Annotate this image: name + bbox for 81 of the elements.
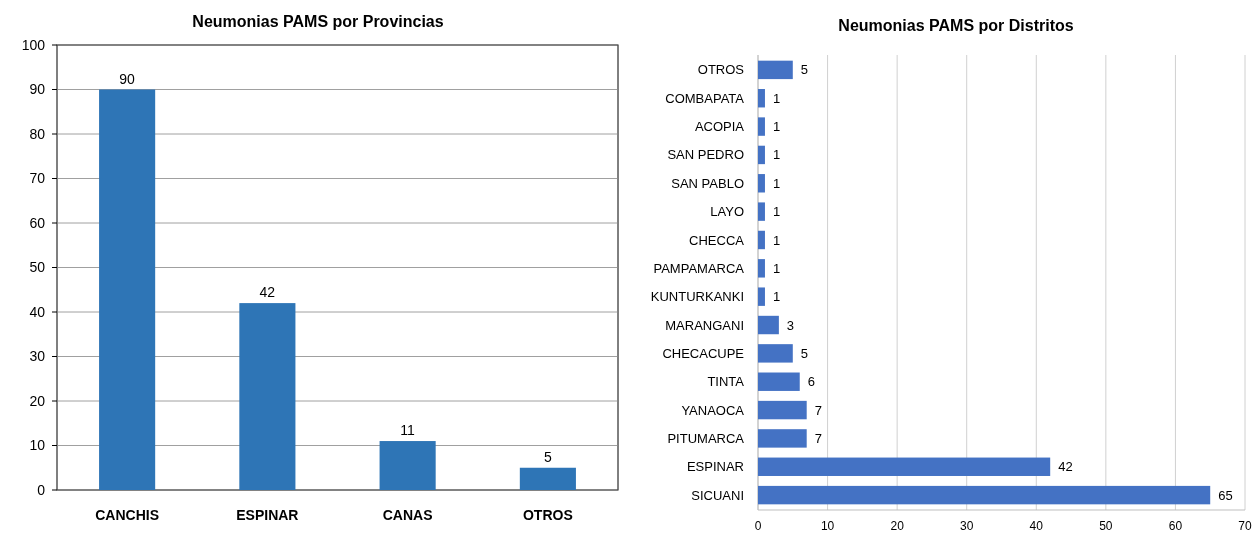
y-tick-label: ESPINAR [686, 459, 744, 475]
bar [758, 117, 765, 136]
y-tick-label: CHECCA [689, 232, 745, 248]
y-tick-label: 90 [29, 81, 46, 98]
bar [758, 457, 1051, 476]
y-tick-label: 80 [29, 125, 46, 142]
data-label: 1 [772, 119, 781, 135]
bar [758, 344, 793, 363]
data-label: 1 [772, 260, 781, 276]
bar [758, 315, 779, 335]
y-tick-label: MARANGANI [665, 317, 744, 333]
data-label: 90 [119, 70, 136, 87]
bar [758, 174, 765, 193]
x-tick-label: 30 [960, 519, 974, 533]
data-label: 3 [786, 317, 795, 333]
bar [239, 303, 296, 490]
chart-title: Neumonias PAMS por Distritos [838, 17, 1074, 34]
y-tick-label: SICUANI [691, 487, 744, 503]
data-label: 42 [1058, 459, 1073, 475]
y-tick-label: 70 [29, 170, 46, 187]
data-label: 5 [543, 448, 552, 465]
y-tick-label: PITUMARCA [667, 430, 745, 446]
data-label: 1 [772, 147, 781, 163]
data-label: 7 [814, 430, 822, 446]
x-tick-label: 70 [1238, 519, 1252, 533]
x-tick-label: 20 [890, 519, 905, 533]
y-tick-label: CHECACUPE [662, 345, 745, 361]
y-tick-label: OTROS [697, 62, 745, 78]
bar [758, 60, 793, 80]
data-label: 1 [772, 175, 781, 191]
y-tick-label: ACOPIA [694, 119, 745, 135]
y-tick-label: 50 [29, 259, 46, 276]
data-label: 1 [772, 90, 781, 106]
data-label: 6 [807, 374, 815, 390]
x-tick-label: OTROS [522, 507, 573, 523]
bar [758, 259, 765, 278]
x-tick-label: 50 [1099, 519, 1113, 533]
y-tick-label: 40 [29, 303, 46, 320]
y-tick-label: 60 [29, 214, 46, 231]
data-label: 7 [814, 402, 822, 418]
y-tick-label: COMBAPATA [665, 90, 745, 106]
chart-title: Neumonias PAMS por Provincias [192, 13, 444, 30]
x-tick-label: 60 [1168, 519, 1183, 533]
bar [758, 89, 765, 108]
y-tick-label: 10 [29, 437, 46, 454]
y-tick-label: YANAOCA [681, 402, 745, 418]
y-tick-label: 100 [21, 36, 46, 53]
bar [758, 145, 765, 165]
x-tick-label: CANCHIS [95, 507, 160, 523]
bar [758, 287, 765, 306]
data-label: 65 [1218, 487, 1233, 503]
bar [519, 467, 576, 490]
y-tick-label: KUNTURKANKI [650, 289, 744, 305]
bar [99, 89, 156, 490]
data-label: 11 [400, 422, 416, 439]
bar [758, 202, 765, 221]
data-label: 1 [772, 289, 781, 305]
x-tick-label: 40 [1029, 519, 1044, 533]
y-tick-label: LAYO [710, 204, 744, 220]
x-tick-label: CANAS [382, 507, 433, 523]
y-tick-label: SAN PABLO [671, 175, 744, 191]
x-tick-label: ESPINAR [236, 507, 299, 523]
x-tick-label: 0 [754, 519, 762, 533]
bar [758, 372, 800, 391]
data-label: 1 [772, 232, 781, 248]
bar [379, 441, 436, 490]
y-tick-label: 20 [29, 392, 46, 409]
data-label: 1 [772, 204, 781, 220]
bar [758, 230, 765, 250]
data-label: 42 [259, 284, 276, 301]
data-label: 5 [800, 345, 809, 361]
x-tick-label: 10 [820, 519, 835, 533]
bar [758, 485, 1211, 505]
bar [758, 429, 807, 448]
y-tick-label: 30 [29, 348, 46, 365]
y-tick-label: PAMPAMARCA [653, 260, 745, 276]
data-label: 5 [800, 62, 809, 78]
y-tick-label: 0 [37, 481, 46, 498]
y-tick-label: TINTA [707, 374, 745, 390]
y-tick-label: SAN PEDRO [667, 147, 744, 163]
bar [758, 400, 807, 420]
